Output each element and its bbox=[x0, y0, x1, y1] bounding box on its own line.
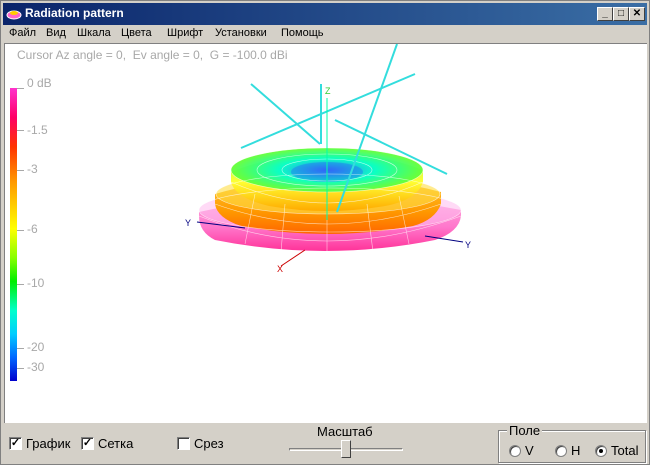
scale-slider-label: Масштаб bbox=[317, 424, 373, 439]
menu-file[interactable]: Файл bbox=[9, 27, 37, 39]
menu-settings[interactable]: Установки bbox=[215, 27, 267, 39]
field-radio-v[interactable]: V bbox=[509, 443, 534, 458]
grid-checkbox[interactable]: ✓ Сетка bbox=[81, 436, 134, 451]
graph-check-icon[interactable]: ✓ bbox=[9, 437, 22, 450]
scale-label-30: -30 bbox=[27, 360, 45, 374]
field-radio-h[interactable]: H bbox=[555, 443, 580, 458]
menu-colors[interactable]: Цвета bbox=[121, 27, 152, 39]
axis-x-label: X bbox=[277, 264, 283, 274]
graph-checkbox[interactable]: ✓ График bbox=[9, 436, 71, 451]
app-icon bbox=[6, 10, 22, 20]
scale-label-6: -6 bbox=[27, 222, 38, 236]
close-button[interactable]: ✕ bbox=[629, 7, 645, 21]
menu-help[interactable]: Помощь bbox=[281, 27, 324, 39]
bottom-controls: ✓ График ✓ Сетка Срез Масштаб Поле V H bbox=[3, 423, 647, 464]
axis-z-label: Z bbox=[325, 86, 331, 96]
pattern-canvas[interactable]: Cursor Az angle = 0, Ev angle = 0, G = -… bbox=[4, 43, 647, 423]
scale-label-20: -20 bbox=[27, 340, 45, 354]
menu-view[interactable]: Вид bbox=[46, 27, 66, 39]
scale-label-1-5: -1.5 bbox=[27, 123, 48, 137]
field-groupbox: Поле V H Total bbox=[498, 423, 646, 463]
pattern-3d-view: Z Y Y X bbox=[185, 44, 471, 274]
menu-bar: Файл Вид Шкала Цвета Шрифт Установки Пом… bbox=[3, 25, 647, 43]
scale-label-10: -10 bbox=[27, 276, 45, 290]
cut-check-icon[interactable] bbox=[177, 437, 190, 450]
scale-label-3: -3 bbox=[27, 162, 38, 176]
radio-total-icon[interactable] bbox=[595, 444, 607, 457]
grid-check-icon[interactable]: ✓ bbox=[81, 437, 94, 450]
field-group-label: Поле bbox=[507, 423, 543, 438]
radio-h-icon[interactable] bbox=[555, 444, 567, 457]
menu-font[interactable]: Шрифт bbox=[167, 27, 204, 39]
axis-y2-label: Y bbox=[465, 240, 471, 250]
field-radio-total[interactable]: Total bbox=[595, 443, 638, 458]
axis-y-label: Y bbox=[185, 218, 191, 228]
radio-v-icon[interactable] bbox=[509, 444, 521, 457]
scale-slider-thumb[interactable] bbox=[341, 440, 351, 458]
scale-label-0db: 0 dB bbox=[27, 76, 52, 90]
cut-checkbox[interactable]: Срез bbox=[177, 436, 224, 451]
title-bar[interactable]: Radiation pattern _ □ ✕ bbox=[3, 3, 647, 25]
window-title: Radiation pattern bbox=[25, 6, 124, 20]
minimize-button[interactable]: _ bbox=[597, 7, 613, 21]
cursor-info: Cursor Az angle = 0, Ev angle = 0, G = -… bbox=[17, 48, 288, 62]
maximize-button[interactable]: □ bbox=[613, 7, 629, 21]
menu-scale[interactable]: Шкала bbox=[77, 27, 111, 39]
color-scale-bar bbox=[10, 88, 17, 381]
